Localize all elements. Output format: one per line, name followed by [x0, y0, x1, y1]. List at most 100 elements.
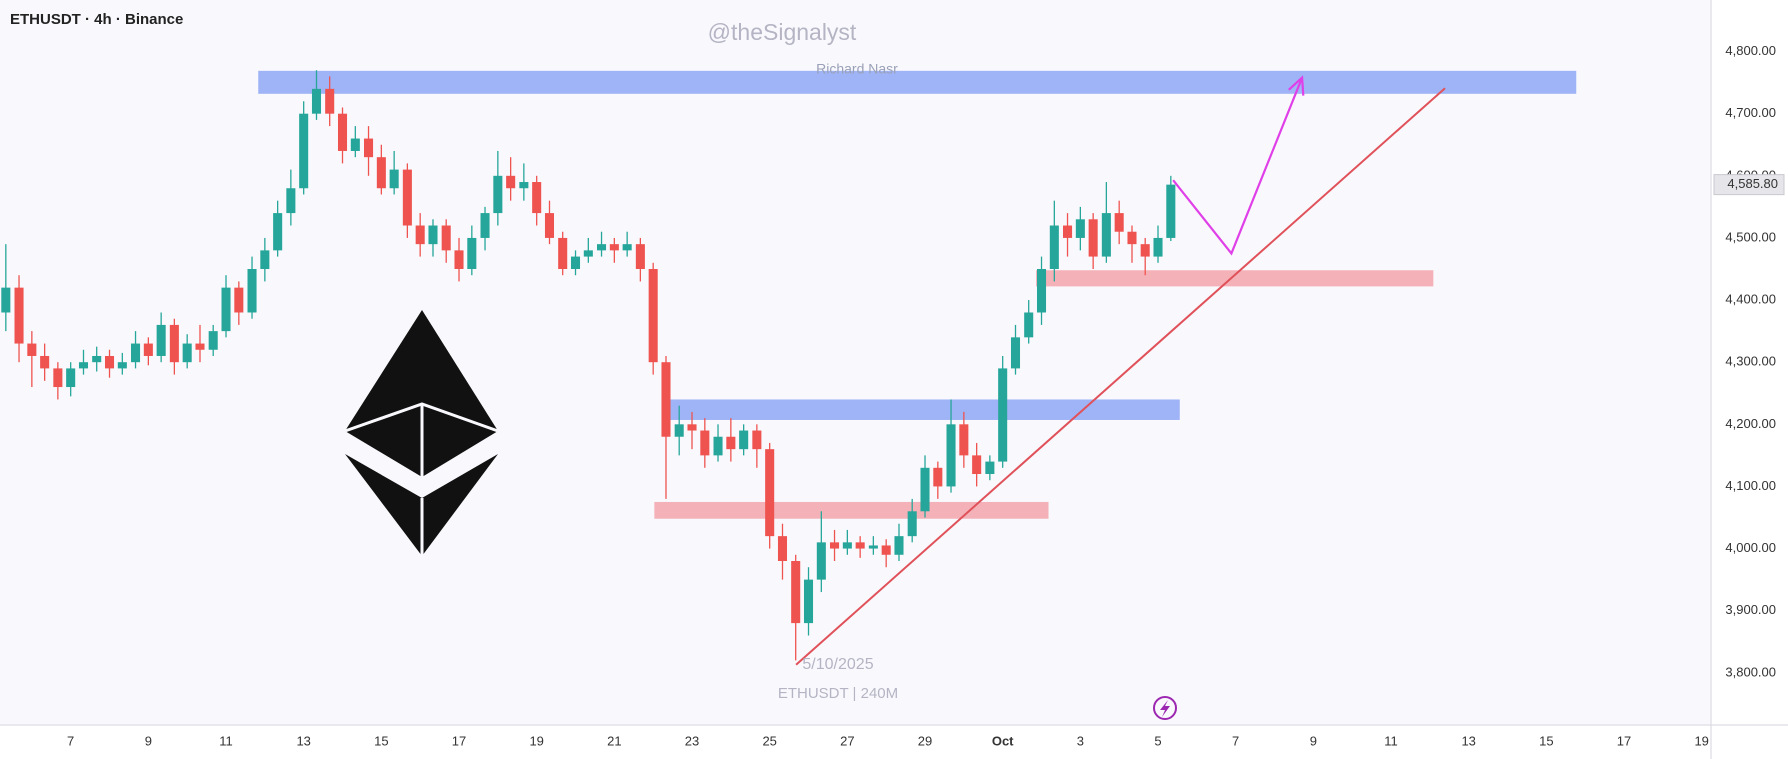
- candle-body: [985, 461, 995, 475]
- x-tick-label: 5: [1154, 733, 1161, 748]
- date-annotation: 5/10/2025: [802, 656, 873, 673]
- candle-body: [998, 368, 1008, 462]
- candle-body: [27, 343, 37, 356]
- candle-body: [1010, 337, 1021, 369]
- candle-body: [920, 467, 930, 512]
- candle-body: [635, 244, 645, 270]
- plot-background: [0, 0, 1711, 725]
- candle-body: [169, 324, 179, 363]
- candle-body: [972, 455, 982, 475]
- candle-body: [816, 542, 826, 580]
- y-tick-label: 4,100.00: [1725, 478, 1776, 493]
- candle-body: [1036, 269, 1047, 313]
- candle-body: [221, 287, 231, 332]
- candle-body: [842, 542, 852, 549]
- candle-body: [1114, 213, 1124, 232]
- candle-body: [182, 343, 192, 363]
- candle-body: [1024, 312, 1034, 338]
- candle-body: [648, 269, 658, 363]
- y-tick-label: 4,200.00: [1725, 416, 1776, 431]
- candle-body: [234, 287, 244, 313]
- lightning-icon[interactable]: [1153, 696, 1177, 720]
- candle-body: [713, 436, 723, 456]
- candle-body: [247, 269, 257, 313]
- candle-body: [428, 225, 438, 245]
- candle-body: [752, 430, 762, 450]
- projection-arrowhead: [1288, 75, 1305, 96]
- interval-annotation: ETHUSDT | 240M: [778, 685, 898, 702]
- candle-body: [881, 545, 891, 555]
- candle-body: [376, 157, 386, 189]
- candle-body: [959, 424, 969, 456]
- candle-body: [946, 424, 956, 487]
- x-tick-label: 29: [918, 733, 932, 748]
- candle-body: [583, 250, 593, 257]
- candle-body: [92, 355, 102, 363]
- candle-body: [337, 113, 348, 151]
- x-tick-label: 3: [1077, 733, 1084, 748]
- candle-body: [299, 113, 309, 189]
- candle-body: [208, 331, 218, 350]
- candle-body: [1062, 225, 1073, 238]
- candle-body: [855, 542, 865, 549]
- y-tick-label: 4,000.00: [1725, 540, 1776, 555]
- candle-body: [726, 436, 736, 450]
- x-tick-label: 19: [1694, 733, 1708, 748]
- candle-body: [493, 175, 503, 214]
- y-tick-label: 4,700.00: [1725, 105, 1776, 120]
- candle-body: [519, 182, 529, 189]
- candle-body: [195, 343, 205, 350]
- candle-body: [117, 362, 127, 369]
- candle-body: [558, 237, 568, 270]
- candle-body: [791, 560, 801, 624]
- x-tick-label: 23: [685, 733, 699, 748]
- candle-body: [40, 355, 50, 369]
- candle-body: [66, 368, 76, 388]
- candle-body: [933, 467, 943, 487]
- candle-body: [894, 536, 904, 555]
- candle-body: [415, 225, 425, 245]
- x-tick-label: 15: [1539, 733, 1553, 748]
- candle-body: [286, 188, 296, 214]
- symbol-header: ETHUSDT · 4h · Binance: [10, 11, 183, 28]
- watermark: @theSignalyst: [708, 19, 857, 45]
- candle-body: [1, 287, 11, 313]
- x-tick-label: 11: [1384, 733, 1398, 748]
- x-tick-label: 9: [1310, 733, 1317, 748]
- x-tick-label: 9: [145, 733, 152, 748]
- trendline: [795, 87, 1446, 666]
- candle-body: [532, 182, 542, 214]
- author-label: Richard Nasr: [816, 61, 898, 77]
- candle-body: [1088, 219, 1098, 257]
- candle-body: [273, 213, 283, 251]
- candle-body: [596, 244, 607, 251]
- candle-body: [803, 579, 814, 624]
- x-tick-label: 11: [219, 733, 233, 748]
- candle-body: [622, 244, 632, 251]
- candle-body: [868, 545, 878, 549]
- y-tick-label: 4,500.00: [1725, 229, 1776, 244]
- candle-body: [14, 287, 24, 344]
- candle-body: [674, 424, 684, 437]
- candle-body: [53, 368, 63, 388]
- candle-body: [480, 213, 490, 238]
- candle-body: [130, 343, 141, 363]
- zone: [663, 399, 1180, 420]
- x-tick-label: 17: [1617, 733, 1631, 748]
- candle-body: [1049, 225, 1059, 270]
- zone: [654, 501, 1049, 519]
- x-tick-label: 21: [607, 733, 621, 748]
- candle-body: [1075, 219, 1085, 238]
- candle-body: [402, 169, 412, 226]
- candle-body: [1140, 244, 1150, 257]
- candle-body: [570, 256, 581, 270]
- candle-body: [467, 237, 477, 270]
- candle-body: [78, 362, 89, 369]
- zone: [258, 70, 1577, 94]
- candle-body: [143, 343, 153, 356]
- candle-body: [1101, 213, 1111, 257]
- y-tick-label: 3,800.00: [1725, 664, 1776, 679]
- x-tick-label: 13: [296, 733, 310, 748]
